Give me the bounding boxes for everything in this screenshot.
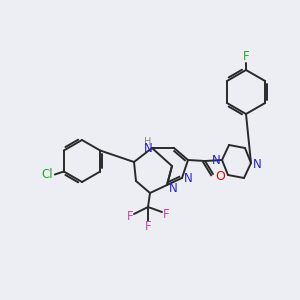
Text: F: F: [243, 50, 249, 64]
Text: F: F: [163, 208, 169, 221]
Text: Cl: Cl: [41, 168, 52, 181]
Text: N: N: [253, 158, 261, 170]
Text: O: O: [215, 169, 225, 182]
Text: N: N: [184, 172, 192, 185]
Text: F: F: [127, 211, 133, 224]
Text: H: H: [144, 137, 152, 147]
Text: N: N: [144, 142, 152, 155]
Text: N: N: [212, 154, 220, 167]
Text: F: F: [145, 220, 151, 232]
Text: N: N: [169, 182, 177, 194]
